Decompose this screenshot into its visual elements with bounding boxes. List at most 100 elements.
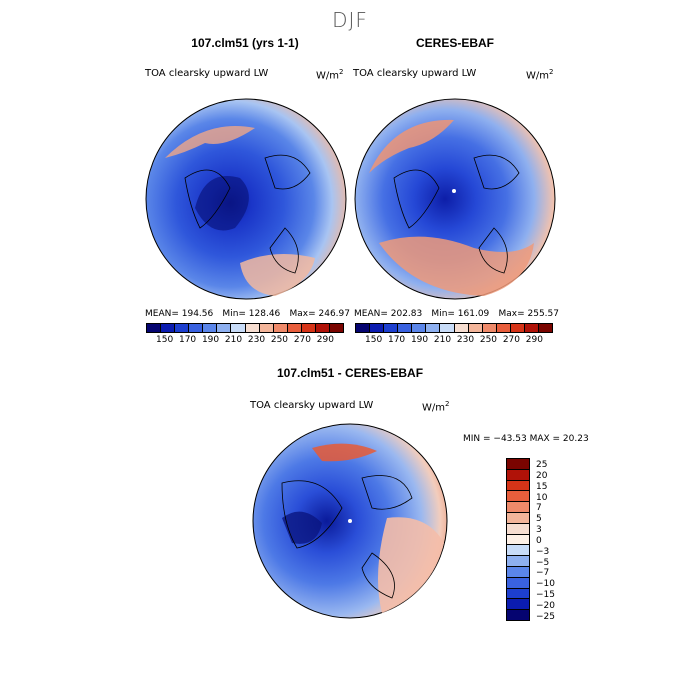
colorbar-diff-tick-label: −20 — [536, 600, 555, 611]
colorbar-top-swatch — [454, 324, 469, 332]
colorbar-top-tick-label: 170 — [178, 335, 197, 345]
panel2-mean: MEAN= 202.83 — [354, 309, 423, 319]
colorbar-diff-tick-label: 20 — [536, 470, 548, 481]
colorbar-diff-tick-label: −10 — [536, 579, 555, 590]
colorbar-diff-tick-label: 25 — [536, 460, 548, 470]
colorbar-diff-tick-label: −3 — [536, 546, 550, 557]
colorbar-top-swatch — [315, 324, 331, 332]
colorbar-diff-tick-label: −15 — [536, 590, 555, 601]
panel2-colorbar: 150 170 190 210 230 250 270 290 — [355, 323, 553, 345]
panel1-colorbar: 150 170 190 210 230 250 270 290 — [146, 323, 344, 345]
panel3-warm-region-east — [378, 517, 444, 613]
colorbar-diff-swatch — [507, 556, 529, 567]
panel3-cold-core — [282, 511, 322, 544]
colorbar-top-swatch — [189, 324, 204, 332]
colorbar-top-swatch — [384, 324, 399, 332]
panel3-title: 107.clm51 - CERES-EBAF — [276, 366, 424, 380]
colorbar-top-swatch — [398, 324, 413, 332]
panel2-warm-region — [369, 119, 454, 173]
colorbar-top-swatch — [370, 324, 385, 332]
colorbar-top-swatch — [468, 324, 483, 332]
panel1-units: W/m2 — [316, 68, 344, 82]
colorbar-top-swatch — [273, 324, 288, 332]
colorbar-top-swatch — [539, 324, 553, 332]
colorbar-top-swatch — [524, 324, 540, 332]
panel2-units: W/m2 — [526, 68, 554, 82]
colorbar-top-swatch — [245, 324, 260, 332]
colorbar-top-tick-label: 150 — [365, 335, 383, 345]
colorbar-diff-swatch — [507, 491, 529, 503]
colorbar-diff-swatch — [507, 469, 529, 481]
colorbar-diff-tick-label: −7 — [536, 568, 550, 579]
season-title: DJF — [332, 8, 368, 32]
panel3-coastlines — [281, 475, 413, 599]
colorbar-top-swatch — [482, 324, 497, 332]
colorbar-top-swatch — [147, 324, 162, 332]
colorbar-diff-swatch — [507, 566, 529, 578]
colorbar-diff-tick-label: 5 — [536, 514, 542, 525]
panel3-colorbar — [506, 458, 530, 621]
colorbar-top-swatch — [510, 324, 525, 332]
panel3-polar-map — [252, 423, 448, 619]
colorbar-top-tick-label: 230 — [247, 335, 266, 345]
colorbar-top-swatch — [301, 324, 316, 332]
panel3-variable-label: TOA clearsky upward LW — [250, 400, 374, 411]
colorbar-top-tick-label: 150 — [156, 335, 174, 345]
colorbar-diff-swatch — [507, 480, 529, 492]
colorbar-diff-swatch — [507, 610, 529, 620]
colorbar-diff-swatch — [507, 534, 529, 546]
colorbar-diff-tick-label: 15 — [536, 481, 548, 492]
colorbar-top-tick-label: 290 — [525, 335, 543, 345]
colorbar-top-tick-label: 250 — [479, 335, 498, 345]
colorbar-diff-tick-label: 7 — [536, 503, 542, 514]
panel3-warm-region-north — [312, 443, 377, 462]
colorbar-diff-tick-label: 3 — [536, 525, 542, 536]
colorbar-diff-tick-label: 10 — [536, 492, 548, 503]
colorbar-top-tick-label: 190 — [410, 335, 429, 345]
panel2-pole-marker — [452, 189, 456, 193]
colorbar-diff-swatch — [507, 459, 529, 470]
colorbar-top-swatch — [175, 324, 190, 332]
colorbar-top-tick-label: 230 — [456, 335, 475, 345]
colorbar-top-tick-label: 250 — [270, 335, 289, 345]
panel3-colorbar-ticks: 25 20 15 10 7 5 3 0 −3 −5 −7 −10 −15 −20 −25 — [536, 460, 555, 622]
colorbar-top-swatch — [426, 324, 441, 332]
colorbar-diff-tick-label: −5 — [536, 557, 550, 568]
colorbar-top-tick-label: 270 — [293, 335, 311, 345]
colorbar-top-swatch — [231, 324, 246, 332]
panel1-title: 107.clm51 (yrs 1-1) — [191, 36, 299, 50]
panel3-minmax: MIN = −43.53 MAX = 20.23 — [463, 434, 589, 444]
panel2-coastlines — [393, 154, 520, 274]
colorbar-top-tick-label: 270 — [502, 335, 520, 345]
colorbar-top-swatch — [496, 324, 511, 332]
colorbar-top-swatch — [161, 324, 176, 332]
panel2-stats: MEAN= 202.83 Min= 161.09 Max= 255.57 — [354, 309, 559, 319]
panel1-mean: MEAN= 194.56 — [145, 309, 214, 319]
panel2-min: Min= 161.09 — [431, 309, 490, 319]
colorbar-top-swatch — [440, 324, 455, 332]
colorbar-top-tick-label: 210 — [224, 335, 243, 345]
panel2-polar-map — [354, 98, 556, 300]
colorbar-top-tick-label: 210 — [433, 335, 452, 345]
panel1-warm-region-south — [240, 254, 315, 296]
colorbar-top-swatch — [259, 324, 274, 332]
colorbar-diff-swatch — [507, 523, 529, 535]
panel1-coastlines — [184, 154, 311, 274]
colorbar-top-swatch — [287, 324, 302, 332]
colorbar-diff-swatch — [507, 599, 529, 611]
colorbar-diff-swatch — [507, 502, 529, 513]
panel1-stats: MEAN= 194.56 Min= 128.46 Max= 246.97 — [145, 309, 350, 319]
colorbar-diff-swatch — [507, 588, 529, 600]
panel2-max: Max= 255.57 — [498, 309, 559, 319]
panel1-polar-map — [145, 98, 347, 300]
panel1-warm-region — [165, 126, 255, 158]
colorbar-top-swatch — [203, 324, 218, 332]
colorbar-top-swatch — [412, 324, 427, 332]
colorbar-diff-swatch — [507, 545, 529, 557]
colorbar-top-swatch — [356, 324, 371, 332]
colorbar-diff-tick-label: 0 — [536, 535, 542, 546]
panel1-variable-label: TOA clearsky upward LW — [145, 68, 269, 79]
colorbar-diff-swatch — [507, 577, 529, 589]
panel1-min: Min= 128.46 — [222, 309, 281, 319]
colorbar-top-swatch — [330, 324, 344, 332]
